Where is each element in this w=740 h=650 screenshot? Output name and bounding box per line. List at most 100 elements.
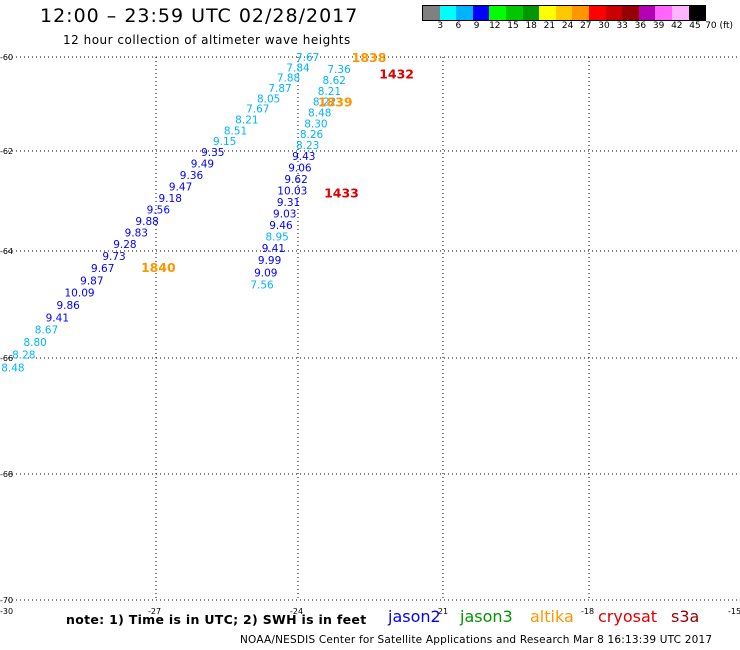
legend-item-altika: altika — [530, 607, 574, 626]
colorbar-swatch — [671, 6, 689, 20]
legend-item-jason3: jason3 — [460, 607, 513, 626]
colorbar-label: 45 — [689, 21, 701, 31]
swh-observation: 9.09 — [254, 267, 277, 279]
swh-observation: 9.86 — [56, 300, 80, 312]
colorbar-label: 18 — [525, 21, 537, 31]
wave-height-colorbar — [422, 5, 707, 21]
axis-tick-labels: -60 -62 -64 -66 -68 -70 -30 -27 -24 -21 -18 -15 — [0, 53, 740, 616]
colorbar-swatch — [423, 6, 440, 20]
colorbar-label: 3 — [437, 21, 444, 31]
swh-observation: 7.67 — [246, 104, 269, 116]
swh-observation: 9.31 — [277, 197, 300, 209]
colorbar-label: 24 — [561, 21, 574, 31]
colorbar-swatch — [439, 6, 457, 20]
longitude-tick-label: -15 — [728, 607, 740, 616]
swh-observation: 9.03 — [273, 209, 296, 221]
longitude-tick-label: -24 — [290, 607, 303, 616]
pass-time-label: 1433 — [324, 186, 359, 201]
colorbar-label: 9 — [473, 21, 480, 31]
swh-observation: 9.73 — [102, 251, 125, 263]
longitude-tick-label: -21 — [435, 607, 448, 616]
swh-observation: 8.67 — [35, 325, 58, 337]
swh-observation: 9.41 — [46, 312, 69, 324]
swh-observation: 9.56 — [147, 205, 171, 217]
swh-observation: 9.46 — [269, 220, 293, 232]
swh-observation: 9.83 — [125, 228, 148, 240]
colorbar-label: 27 — [580, 21, 592, 31]
swh-observation: 8.62 — [323, 75, 346, 87]
swh-observation: 7.56 — [250, 280, 274, 292]
swh-observation: 9.36 — [180, 170, 204, 182]
latitude-tick-label: -60 — [0, 53, 13, 62]
swh-observation: 9.99 — [258, 255, 281, 267]
swh-observation: 7.84 — [286, 62, 310, 74]
swh-observation: 8.05 — [257, 93, 280, 105]
swh-observation: 7.36 — [327, 64, 351, 76]
swh-observation: 9.35 — [201, 147, 224, 159]
map-subtitle: 12 hour collection of altimeter wave hei… — [63, 33, 351, 47]
swh-observation: 8.26 — [300, 129, 324, 141]
longitude-tick-label: -27 — [148, 607, 161, 616]
colorbar-swatch — [505, 6, 523, 20]
colorbar-swatch — [588, 6, 606, 20]
swh-observation: 9.06 — [288, 163, 312, 175]
colorbar-swatch — [472, 6, 490, 20]
colorbar-label: 6 — [455, 21, 462, 31]
colorbar-label: 36 — [634, 21, 647, 31]
swh-observation: 9.49 — [191, 159, 214, 171]
colorbar-label: 70 (ft) — [705, 21, 734, 31]
swh-observation: 7.87 — [268, 83, 291, 95]
colorbar-swatch — [655, 6, 672, 20]
colorbar-swatch — [605, 6, 623, 20]
latitude-tick-label: -62 — [0, 147, 13, 156]
pass-time-label: 1840 — [141, 260, 176, 275]
longitude-tick-label: -30 — [0, 607, 13, 616]
swh-observation: 9.87 — [80, 275, 103, 287]
swh-observation: 7.88 — [277, 73, 300, 85]
colorbar-swatch — [622, 6, 639, 20]
swh-observation: 9.62 — [284, 174, 307, 186]
swh-observation: 9.18 — [159, 193, 182, 205]
swh-observation: 10.09 — [65, 288, 95, 300]
swh-observation: 8.51 — [224, 125, 247, 137]
pass-time-label: 1838 — [352, 50, 387, 65]
colorbar-swatch — [522, 6, 540, 20]
swh-observation: 9.67 — [91, 263, 114, 275]
latitude-tick-label: -64 — [0, 247, 13, 256]
colorbar-swatch — [456, 6, 473, 20]
colorbar-label: 39 — [652, 21, 665, 31]
swh-observation: 9.88 — [135, 216, 158, 228]
colorbar-swatch — [688, 6, 706, 20]
colorbar-swatch — [539, 6, 556, 20]
swh-observation: 8.22 — [313, 97, 336, 109]
swh-observation: 9.15 — [213, 136, 236, 148]
longitude-tick-label: -18 — [581, 607, 594, 616]
colorbar-label: 42 — [671, 21, 683, 31]
legend-item-s3a: s3a — [671, 607, 700, 626]
wave-height-observations: 7.677.847.887.878.057.678.218.519.159.35… — [1, 52, 351, 374]
colorbar-label: 30 — [598, 21, 610, 31]
swh-observation: 8.48 — [1, 362, 24, 374]
swh-observation: 8.21 — [318, 86, 341, 98]
swh-observation: 8.95 — [265, 232, 288, 244]
swh-observation: 10.03 — [277, 186, 307, 198]
colorbar-label: 15 — [507, 21, 519, 31]
colorbar-labels: 3 6 9 12 15 18 21 24 27 30 33 36 39 42 45 70 (ft) — [422, 21, 740, 33]
swh-observation: 8.21 — [235, 115, 258, 127]
colorbar-label: 33 — [616, 21, 628, 31]
latitude-tick-label: -68 — [0, 470, 13, 479]
colorbar-swatch — [555, 6, 573, 20]
colorbar-label: 12 — [489, 21, 501, 31]
swh-observation: 9.47 — [169, 182, 192, 194]
colorbar-swatch — [489, 6, 506, 20]
colorbar-swatch — [572, 6, 589, 20]
swh-observation: 9.41 — [262, 243, 285, 255]
swh-observation: 8.28 — [12, 349, 35, 361]
map-title: 12:00 – 23:59 UTC 02/28/2017 — [40, 5, 359, 27]
legend-item-cryosat: cryosat — [598, 607, 658, 626]
colorbar-swatch — [638, 6, 656, 20]
units-note: note: 1) Time is in UTC; 2) SWH is in fe… — [66, 612, 367, 627]
graticule — [8, 56, 740, 601]
